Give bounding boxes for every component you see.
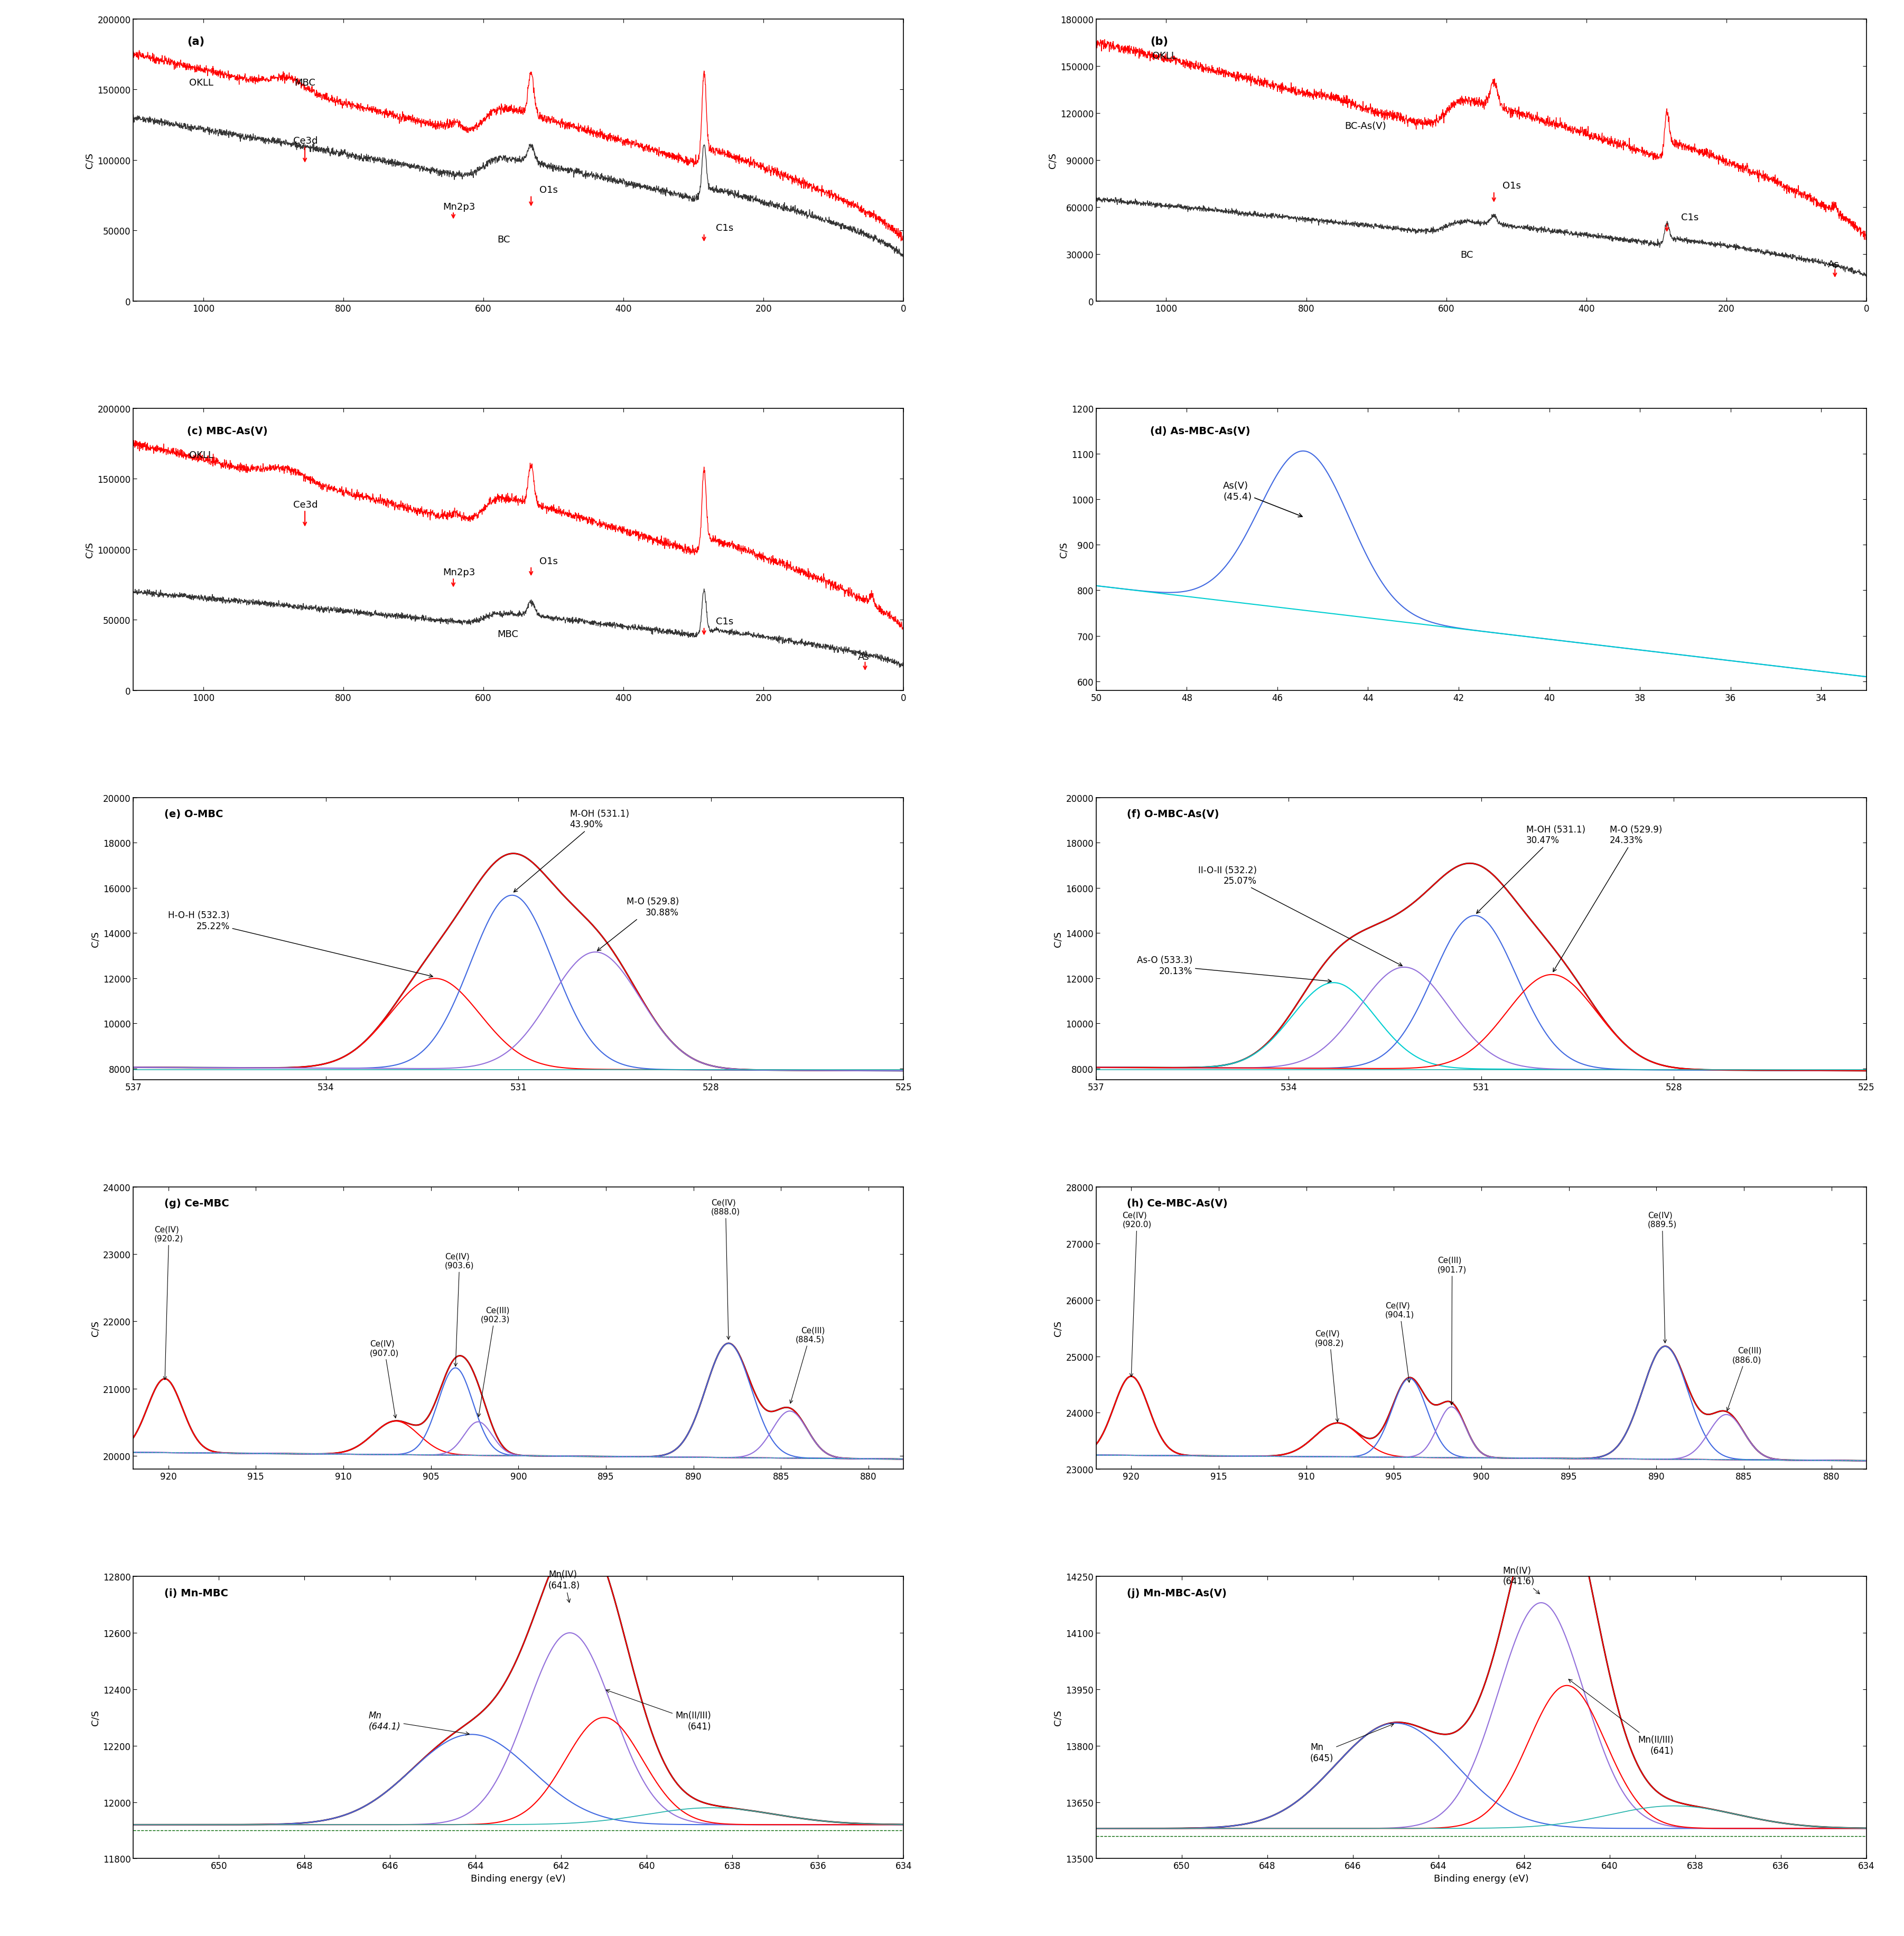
- Text: Ce(IV)
(889.5): Ce(IV) (889.5): [1647, 1212, 1676, 1344]
- Y-axis label: C/S: C/S: [89, 1709, 99, 1725]
- Text: O1s: O1s: [539, 556, 558, 565]
- Text: Mn2p3: Mn2p3: [444, 567, 476, 577]
- Text: Ce(III)
(886.0): Ce(III) (886.0): [1727, 1347, 1761, 1411]
- Text: (c) MBC-As(V): (c) MBC-As(V): [187, 426, 268, 436]
- Text: O1s: O1s: [1502, 182, 1519, 192]
- Text: M-OH (531.1)
43.90%: M-OH (531.1) 43.90%: [514, 809, 628, 892]
- Text: (j) Mn-MBC-As(V): (j) Mn-MBC-As(V): [1127, 1588, 1226, 1597]
- Text: Mn(IV)
(641.8): Mn(IV) (641.8): [548, 1570, 581, 1603]
- Text: (i) Mn-MBC: (i) Mn-MBC: [164, 1588, 228, 1597]
- Text: As(V)
(45.4): As(V) (45.4): [1222, 482, 1302, 517]
- Text: Ce(IV)
(888.0): Ce(IV) (888.0): [710, 1198, 741, 1340]
- Text: Ce3d: Ce3d: [293, 136, 318, 145]
- Text: Mn(II/III)
(641): Mn(II/III) (641): [1569, 1679, 1674, 1756]
- Text: M-OH (531.1)
30.47%: M-OH (531.1) 30.47%: [1476, 825, 1584, 914]
- Text: BC-As(V): BC-As(V): [1344, 122, 1386, 132]
- Text: MBC: MBC: [295, 77, 316, 87]
- Y-axis label: C/S: C/S: [89, 931, 99, 947]
- Text: BC: BC: [1460, 250, 1474, 259]
- Text: BC: BC: [497, 234, 510, 244]
- Text: C1s: C1s: [716, 618, 733, 627]
- Y-axis label: C/S: C/S: [86, 153, 95, 168]
- Text: Mn
(644.1): Mn (644.1): [369, 1709, 468, 1735]
- Y-axis label: C/S: C/S: [86, 542, 95, 558]
- Text: OKLL: OKLL: [1152, 50, 1177, 60]
- Text: As: As: [1828, 259, 1839, 269]
- Text: MBC: MBC: [497, 629, 518, 639]
- Y-axis label: C/S: C/S: [1053, 1320, 1062, 1336]
- Text: M-O (529.8)
30.88%: M-O (529.8) 30.88%: [598, 896, 678, 951]
- Text: M-O (529.9)
24.33%: M-O (529.9) 24.33%: [1552, 825, 1662, 972]
- Text: C1s: C1s: [716, 223, 733, 232]
- Y-axis label: C/S: C/S: [1053, 931, 1062, 947]
- Text: Ce(IV)
(903.6): Ce(IV) (903.6): [446, 1253, 474, 1367]
- Text: Ce(IV)
(920.0): Ce(IV) (920.0): [1121, 1212, 1152, 1376]
- Text: Ce(III)
(884.5): Ce(III) (884.5): [790, 1326, 824, 1404]
- Text: Ce3d: Ce3d: [293, 499, 318, 509]
- Text: Mn2p3: Mn2p3: [444, 203, 476, 211]
- Text: As-O (533.3)
20.13%: As-O (533.3) 20.13%: [1137, 956, 1331, 983]
- Text: (f) O-MBC-As(V): (f) O-MBC-As(V): [1127, 809, 1219, 819]
- Text: (b): (b): [1150, 37, 1167, 46]
- Text: H-O-H (532.3)
25.22%: H-O-H (532.3) 25.22%: [168, 910, 432, 978]
- Text: OKLL: OKLL: [188, 451, 213, 461]
- Text: Ce(III)
(901.7): Ce(III) (901.7): [1438, 1256, 1466, 1406]
- Text: (h) Ce-MBC-As(V): (h) Ce-MBC-As(V): [1127, 1198, 1228, 1208]
- Text: Ce(IV)
(920.2): Ce(IV) (920.2): [154, 1225, 183, 1380]
- Text: Mn(II/III)
(641): Mn(II/III) (641): [605, 1690, 710, 1731]
- Text: Ce(IV)
(907.0): Ce(IV) (907.0): [369, 1340, 398, 1419]
- Text: (g) Ce-MBC: (g) Ce-MBC: [164, 1198, 228, 1208]
- Text: C1s: C1s: [1681, 213, 1698, 223]
- Text: O1s: O1s: [539, 186, 558, 196]
- Text: Mn(IV)
(641.6): Mn(IV) (641.6): [1502, 1566, 1538, 1593]
- Text: As: As: [859, 652, 870, 662]
- Text: (d) As-MBC-As(V): (d) As-MBC-As(V): [1150, 426, 1249, 436]
- Text: Ce(IV)
(908.2): Ce(IV) (908.2): [1314, 1330, 1344, 1423]
- Text: II-O-II (532.2)
25.07%: II-O-II (532.2) 25.07%: [1198, 865, 1401, 966]
- Y-axis label: C/S: C/S: [1053, 1709, 1062, 1725]
- Y-axis label: C/S: C/S: [1047, 153, 1057, 168]
- Text: OKLL: OKLL: [188, 77, 213, 87]
- Text: Mn
(645): Mn (645): [1310, 1723, 1394, 1764]
- Y-axis label: C/S: C/S: [89, 1320, 99, 1336]
- Text: Ce(III)
(902.3): Ce(III) (902.3): [478, 1307, 510, 1417]
- Y-axis label: C/S: C/S: [1059, 542, 1068, 558]
- X-axis label: Binding energy (eV): Binding energy (eV): [470, 1874, 565, 1884]
- Text: (e) O-MBC: (e) O-MBC: [164, 809, 223, 819]
- X-axis label: Binding energy (eV): Binding energy (eV): [1434, 1874, 1529, 1884]
- Text: Ce(IV)
(904.1): Ce(IV) (904.1): [1384, 1301, 1415, 1382]
- Text: (a): (a): [187, 37, 204, 46]
